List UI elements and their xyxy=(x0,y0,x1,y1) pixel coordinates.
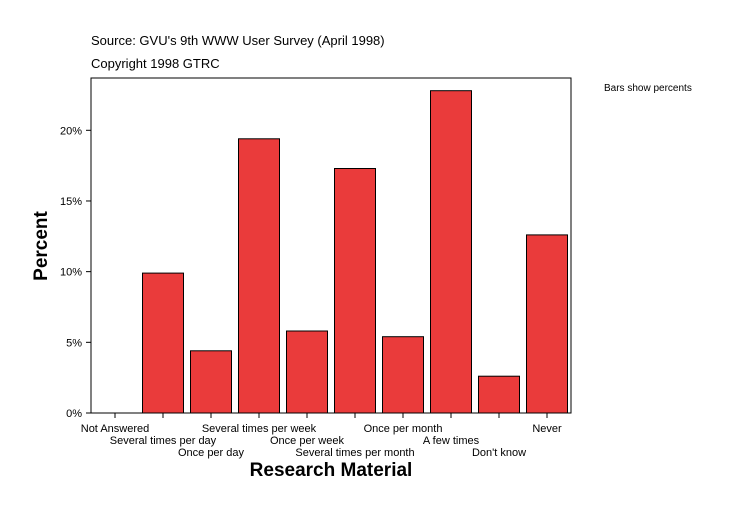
x-tick-label: A few times xyxy=(423,435,480,447)
bar-2 xyxy=(190,350,232,414)
bar-5 xyxy=(334,168,376,414)
y-tick-label: 15% xyxy=(60,196,82,208)
bar-9 xyxy=(526,234,568,414)
x-tick-label: Once per week xyxy=(270,435,344,447)
x-tick-label: Several times per month xyxy=(295,447,414,459)
x-tick-label: Don't know xyxy=(472,447,526,459)
y-tick-label: 20% xyxy=(60,125,82,137)
y-tick-label: 10% xyxy=(60,267,82,279)
bar-8 xyxy=(478,375,520,414)
y-tick-label: 0% xyxy=(66,408,82,420)
bars-note: Bars show percents xyxy=(604,83,692,94)
bar-1 xyxy=(142,272,184,414)
x-tick-label: Once per month xyxy=(364,423,443,435)
copyright-text: Copyright 1998 GTRC xyxy=(91,56,220,71)
x-tick-label: Not Answered xyxy=(81,423,149,435)
x-tick-label: Several times per week xyxy=(202,423,317,435)
x-tick-label: Never xyxy=(532,423,562,435)
x-tick-label: Once per day xyxy=(178,447,245,459)
bar-7 xyxy=(430,90,472,414)
bar-6 xyxy=(382,336,424,414)
bar-3 xyxy=(238,138,280,414)
plot-frame xyxy=(90,77,572,414)
y-axis: 0% 5% 10% 15% 20% xyxy=(60,125,91,420)
bar-4 xyxy=(286,330,328,414)
y-tick-label: 5% xyxy=(66,337,82,349)
bars-layer xyxy=(142,90,568,414)
y-axis-title: Percent xyxy=(31,210,52,280)
source-text: Source: GVU's 9th WWW User Survey (April… xyxy=(91,33,385,48)
x-tick-label: Several times per day xyxy=(110,435,217,447)
x-axis-title: Research Material xyxy=(250,460,413,481)
